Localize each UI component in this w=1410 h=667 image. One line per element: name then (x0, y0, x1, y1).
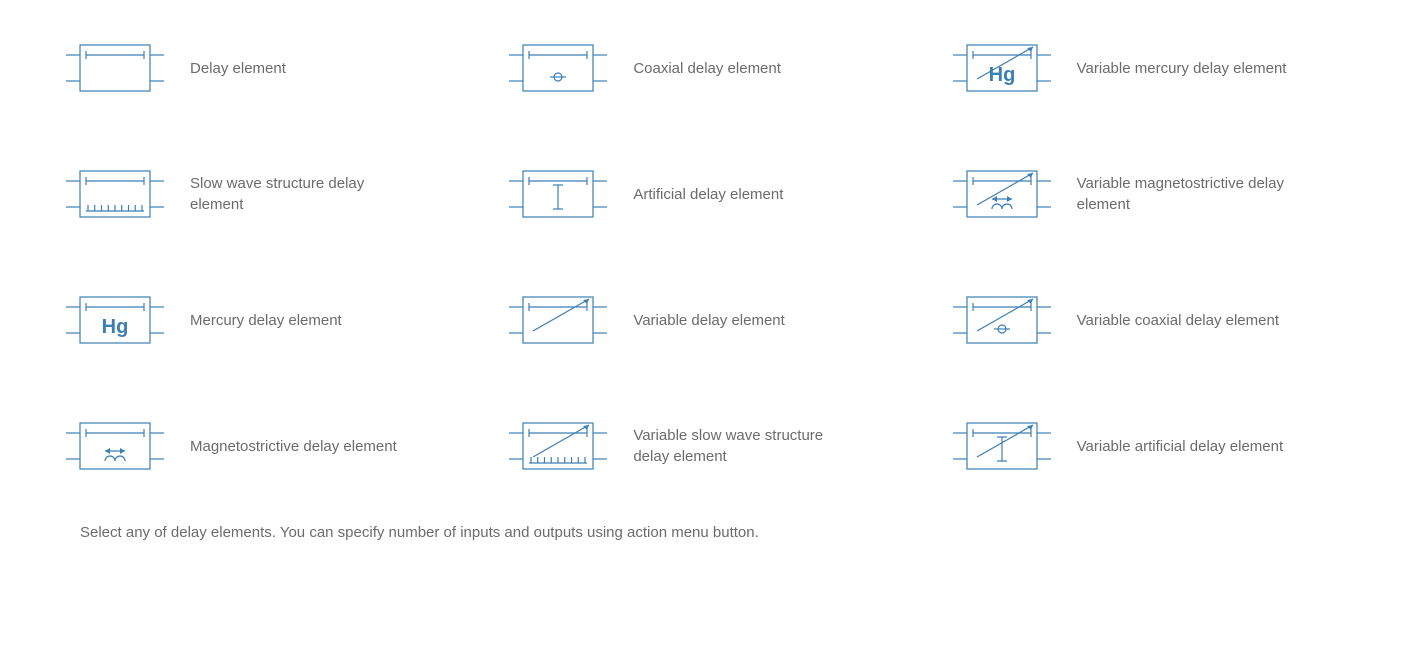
label-var-mercury: Variable mercury delay element (1077, 58, 1287, 79)
svg-text:Hg: Hg (102, 316, 129, 338)
element-grid: Delay element Coaxial delay element Hg Vari… (60, 40, 1350, 474)
delay-element-variable[interactable]: Variable delay element (503, 292, 906, 348)
footer-text: Select any of delay elements. You can sp… (80, 524, 1350, 541)
label-variable: Variable delay element (633, 310, 784, 331)
label-var-artificial: Variable artificial delay element (1077, 436, 1284, 457)
symbol-var-artificial-icon (947, 418, 1057, 474)
label-var-slow-wave: Variable slow wave structure delay eleme… (633, 425, 853, 467)
symbol-artificial-icon (503, 166, 613, 222)
symbol-magnetostrictive-icon (60, 418, 170, 474)
delay-element-slow-wave[interactable]: Slow wave structure delay element (60, 166, 463, 222)
delay-element-var-artificial[interactable]: Variable artificial delay element (947, 418, 1350, 474)
label-coaxial: Coaxial delay element (633, 58, 781, 79)
svg-text:Hg: Hg (988, 64, 1015, 86)
symbol-delay-icon (60, 40, 170, 96)
label-var-magnetostrictive: Variable magnetostrictive delay element (1077, 173, 1297, 215)
symbol-var-mercury-icon: Hg (947, 40, 1057, 96)
symbol-variable-icon (503, 292, 613, 348)
delay-element-delay[interactable]: Delay element (60, 40, 463, 96)
delay-element-var-mercury[interactable]: Hg Variable mercury delay element (947, 40, 1350, 96)
delay-element-var-magnetostrictive[interactable]: Variable magnetostrictive delay element (947, 166, 1350, 222)
delay-element-var-coaxial[interactable]: Variable coaxial delay element (947, 292, 1350, 348)
label-slow-wave: Slow wave structure delay element (190, 173, 410, 215)
label-magnetostrictive: Magnetostrictive delay element (190, 436, 397, 457)
delay-element-var-slow-wave[interactable]: Variable slow wave structure delay eleme… (503, 418, 906, 474)
delay-element-magnetostrictive[interactable]: Magnetostrictive delay element (60, 418, 463, 474)
delay-element-coaxial[interactable]: Coaxial delay element (503, 40, 906, 96)
label-delay: Delay element (190, 58, 286, 79)
symbol-coaxial-icon (503, 40, 613, 96)
label-artificial: Artificial delay element (633, 184, 783, 205)
delay-element-artificial[interactable]: Artificial delay element (503, 166, 906, 222)
delay-element-mercury[interactable]: Hg Mercury delay element (60, 292, 463, 348)
symbol-mercury-icon: Hg (60, 292, 170, 348)
label-var-coaxial: Variable coaxial delay element (1077, 310, 1279, 331)
symbol-var-slow-wave-icon (503, 418, 613, 474)
label-mercury: Mercury delay element (190, 310, 342, 331)
symbol-slow-wave-icon (60, 166, 170, 222)
symbol-var-magnetostrictive-icon (947, 166, 1057, 222)
symbol-var-coaxial-icon (947, 292, 1057, 348)
